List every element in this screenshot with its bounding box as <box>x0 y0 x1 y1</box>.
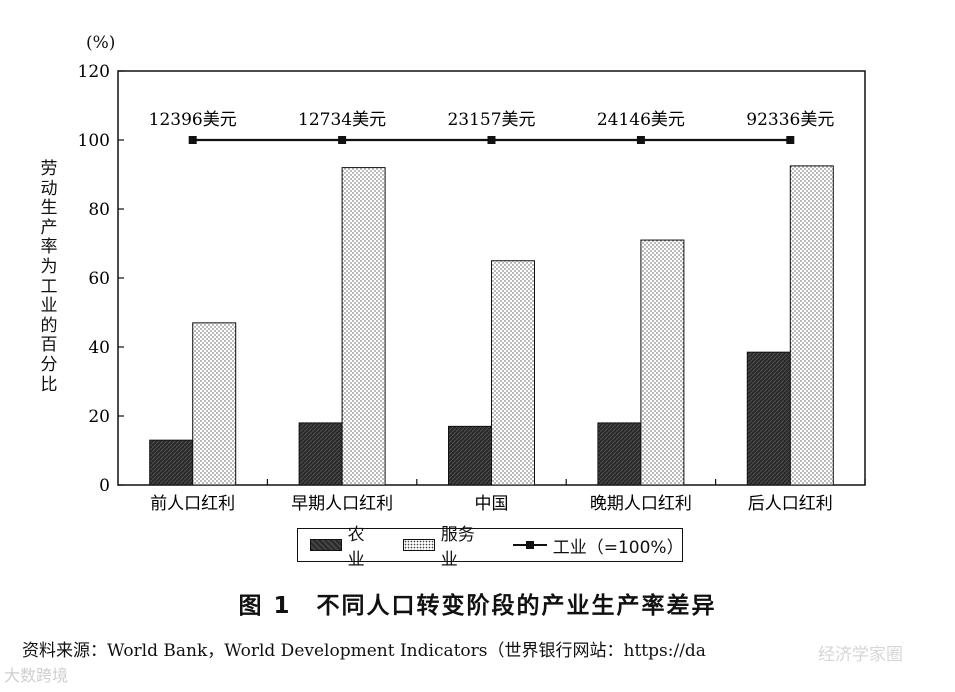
y-tick-label: 0 <box>99 476 110 496</box>
bar-services <box>640 239 685 486</box>
bar-agriculture <box>597 422 642 486</box>
legend-item-agriculture: 农业 <box>310 520 381 570</box>
chart-legend: 农业 服务业 工业（=100%） <box>297 525 684 570</box>
y-tick-label: 40 <box>88 338 110 358</box>
x-tick-label: 后人口红利 <box>748 494 833 514</box>
bar-agriculture <box>746 351 791 486</box>
y-tick-label: 60 <box>88 269 110 289</box>
industry-marker <box>636 136 645 144</box>
x-tick-label: 早期人口红利 <box>291 494 393 514</box>
legend-item-industry: 工业（=100%） <box>513 533 684 558</box>
y-unit-label: (%) <box>86 33 116 53</box>
line-data-label: 23157美元 <box>447 110 535 130</box>
x-tick-label: 前人口红利 <box>150 494 235 514</box>
legend-label: 工业（=100%） <box>552 537 684 558</box>
y-tick-label: 100 <box>78 131 110 151</box>
legend-label: 农业 <box>347 525 365 570</box>
legend-swatch-dark <box>310 539 342 551</box>
watermark-bottom-right: 经济学家圈 <box>818 645 903 665</box>
legend-swatch-dotted <box>403 539 435 551</box>
industry-marker <box>487 136 496 144</box>
line-data-label: 92336美元 <box>746 110 834 130</box>
source-note: 资料来源：World Bank，World Development Indica… <box>22 641 706 661</box>
line-data-label: 12396美元 <box>149 110 237 130</box>
y-tick-label: 20 <box>88 407 110 427</box>
bar-services <box>341 167 386 486</box>
industry-marker <box>188 136 197 144</box>
industry-marker <box>786 136 795 144</box>
line-data-label: 24146美元 <box>597 110 685 130</box>
bar-services <box>789 165 834 486</box>
bar-agriculture <box>448 425 492 486</box>
bar-services <box>491 260 535 486</box>
line-data-label: 12734美元 <box>298 110 386 130</box>
x-tick-label: 晚期人口红利 <box>590 494 692 514</box>
y-tick-label: 80 <box>88 200 110 220</box>
watermark-bottom-left: 大数跨境 <box>4 666 69 685</box>
legend-item-services: 服务业 <box>403 520 491 570</box>
y-tick-label: 120 <box>78 62 110 82</box>
industry-marker <box>338 136 347 144</box>
legend-label: 服务业 <box>440 525 475 570</box>
x-tick-label: 中国 <box>475 494 509 514</box>
bar-agriculture <box>298 422 343 486</box>
bar-agriculture <box>149 439 194 486</box>
y-axis-title: 劳动生产率为工业的百分比 <box>40 159 58 395</box>
legend-swatch-line <box>513 539 547 551</box>
bar-services <box>192 322 237 486</box>
figure-caption: 图 1 不同人口转变阶段的产业生产率差异 <box>238 593 717 619</box>
